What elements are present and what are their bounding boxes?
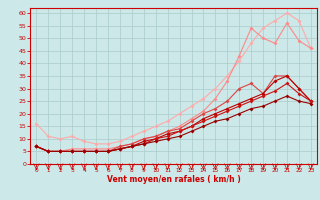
X-axis label: Vent moyen/en rafales ( km/h ): Vent moyen/en rafales ( km/h ) — [107, 175, 240, 184]
